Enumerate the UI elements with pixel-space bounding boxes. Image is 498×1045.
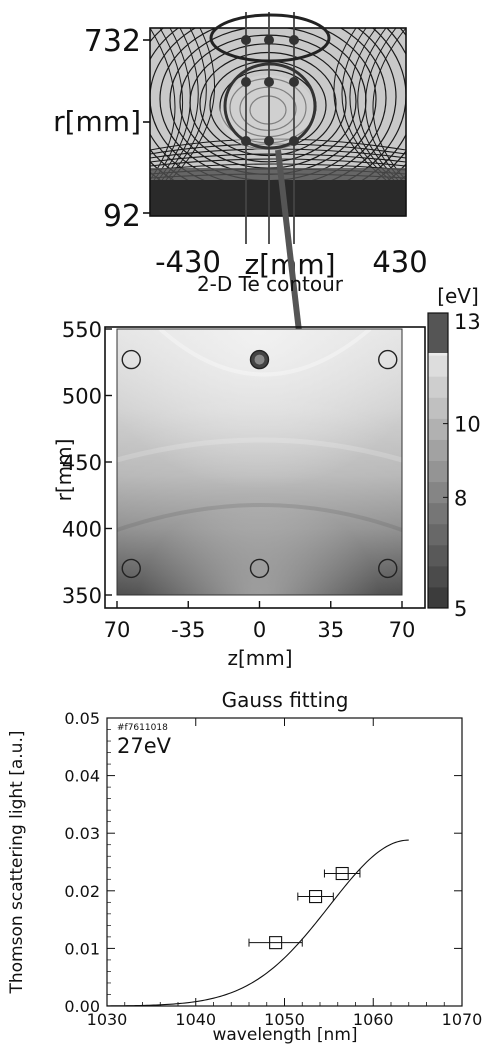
- contour-line: [357, 28, 399, 181]
- contour-line: [365, 28, 403, 181]
- measurement-point: [121, 349, 141, 370]
- p1-xtick-left: -430: [155, 245, 221, 279]
- p3-frame: [106, 717, 463, 1007]
- shot-number: #f7611018: [117, 723, 168, 733]
- colorbar-band: [428, 439, 448, 461]
- p3-title: Gauss fitting: [222, 688, 349, 712]
- colorbar: 13 10 8 5: [427, 310, 481, 621]
- contour-line: [169, 28, 216, 181]
- p2-xlabel: z[mm]: [227, 646, 292, 670]
- contour-line: [349, 28, 395, 181]
- te-measurement-points: [121, 349, 398, 579]
- zoom-arrow: [275, 149, 303, 341]
- p3-xtick-label: 1050: [264, 1010, 305, 1029]
- colorbar-unit: [eV]: [437, 284, 479, 308]
- colorbar-tick-label: 8: [454, 486, 467, 510]
- colorbar-tick-label: 10: [454, 413, 481, 437]
- measurement-point: [378, 558, 398, 579]
- contour-line: [150, 153, 406, 163]
- p1-ylabel: r[mm]: [53, 105, 141, 138]
- contour-line: [341, 28, 391, 181]
- contour-line: [165, 28, 207, 181]
- gauss-fit-panel: Gauss fitting 1030 1040 1050 1060 1070 0.00 0.…: [7, 688, 482, 1045]
- colorbar-band: [428, 313, 448, 353]
- p3-ytick-label: 0.01: [64, 939, 100, 958]
- p3-ytick-label: 0.04: [64, 767, 100, 786]
- p3-ytick-label: 0.00: [64, 997, 100, 1016]
- temperature-label: 27eV: [117, 734, 172, 758]
- colorbar-band: [428, 565, 448, 588]
- contour-line: [150, 28, 176, 181]
- p2-ytick-label: 450: [62, 451, 102, 475]
- p1-xtick-right: 430: [372, 245, 427, 279]
- upper-region-ring: [209, 13, 331, 63]
- p3-xtick-label: 1040: [175, 1010, 216, 1029]
- overall-contour-panel: 732 92 r[mm] -430 430 z[mm]: [53, 12, 428, 281]
- colorbar-band: [428, 481, 448, 504]
- p2-title: 2-D Te contour: [197, 272, 344, 296]
- p3-ytick-label: 0.05: [64, 709, 100, 728]
- measurement-point: [249, 558, 270, 579]
- p2-xtick-label: 0: [253, 618, 266, 642]
- colorbar-tick-label: 13: [454, 310, 481, 334]
- colorbar-band: [428, 502, 448, 525]
- measurement-point-core: [254, 354, 265, 365]
- contour-line: [161, 28, 199, 181]
- colorbar-frame: [427, 312, 449, 609]
- data-point-marker: [269, 936, 283, 950]
- colorbar-band: [428, 376, 448, 398]
- p2-xtick-label: -35: [171, 618, 205, 642]
- p3-ylabel: Thomson scattering light [a.u.]: [7, 731, 27, 995]
- p2-xtick-label: 70: [389, 618, 416, 642]
- measurement-dots: [241, 35, 299, 146]
- contour-dark-band: [150, 180, 406, 216]
- p2-ytick-label: 550: [62, 318, 102, 342]
- measurement-point: [378, 349, 398, 370]
- p3-xlabel: wavelength [nm]: [212, 1025, 357, 1045]
- p2-ytick-label: 350: [62, 584, 102, 608]
- contour-line: [333, 28, 387, 181]
- p3-ytick-label: 0.03: [64, 824, 100, 843]
- p1-ytick-bottom: 92: [103, 199, 141, 234]
- colorbar-band: [428, 523, 448, 546]
- colorbar-band: [428, 418, 448, 440]
- p2-ytick-label: 400: [62, 518, 102, 542]
- p2-ylabel: r[mm]: [52, 439, 76, 502]
- colorbar-tick-label: 5: [454, 597, 467, 621]
- te-contour-panel: 2-D Te contour 70 -35 0 35 70 550 500 450 400 350…: [52, 272, 481, 670]
- p3-xtick-label: 1070: [442, 1010, 483, 1029]
- data-points: [248, 866, 361, 950]
- gauss-fit-curve: [106, 839, 409, 1007]
- contour-line: [372, 28, 406, 181]
- p3-xtick-label: 1060: [353, 1010, 394, 1029]
- contour-line: [157, 28, 191, 181]
- p2-xtick-label: 35: [317, 618, 344, 642]
- lower-region-ring: [223, 62, 317, 150]
- p1-ytick-top: 732: [84, 24, 141, 59]
- p3-ytick-label: 0.02: [64, 882, 100, 901]
- p2-xtick-label: 70: [104, 618, 131, 642]
- colorbar-band: [428, 460, 448, 483]
- colorbar-band: [428, 355, 448, 377]
- p3-xtick-label: 1030: [87, 1010, 128, 1029]
- data-point-marker: [335, 866, 349, 881]
- colorbar-band: [428, 397, 448, 419]
- measurement-point: [121, 558, 141, 579]
- p2-frame: [104, 326, 426, 609]
- contour-line: [153, 28, 183, 181]
- colorbar-band: [428, 586, 448, 609]
- colorbar-band: [428, 544, 448, 567]
- p2-ytick-label: 500: [62, 385, 102, 409]
- contour-line: [199, 51, 337, 157]
- data-point-marker: [309, 890, 323, 904]
